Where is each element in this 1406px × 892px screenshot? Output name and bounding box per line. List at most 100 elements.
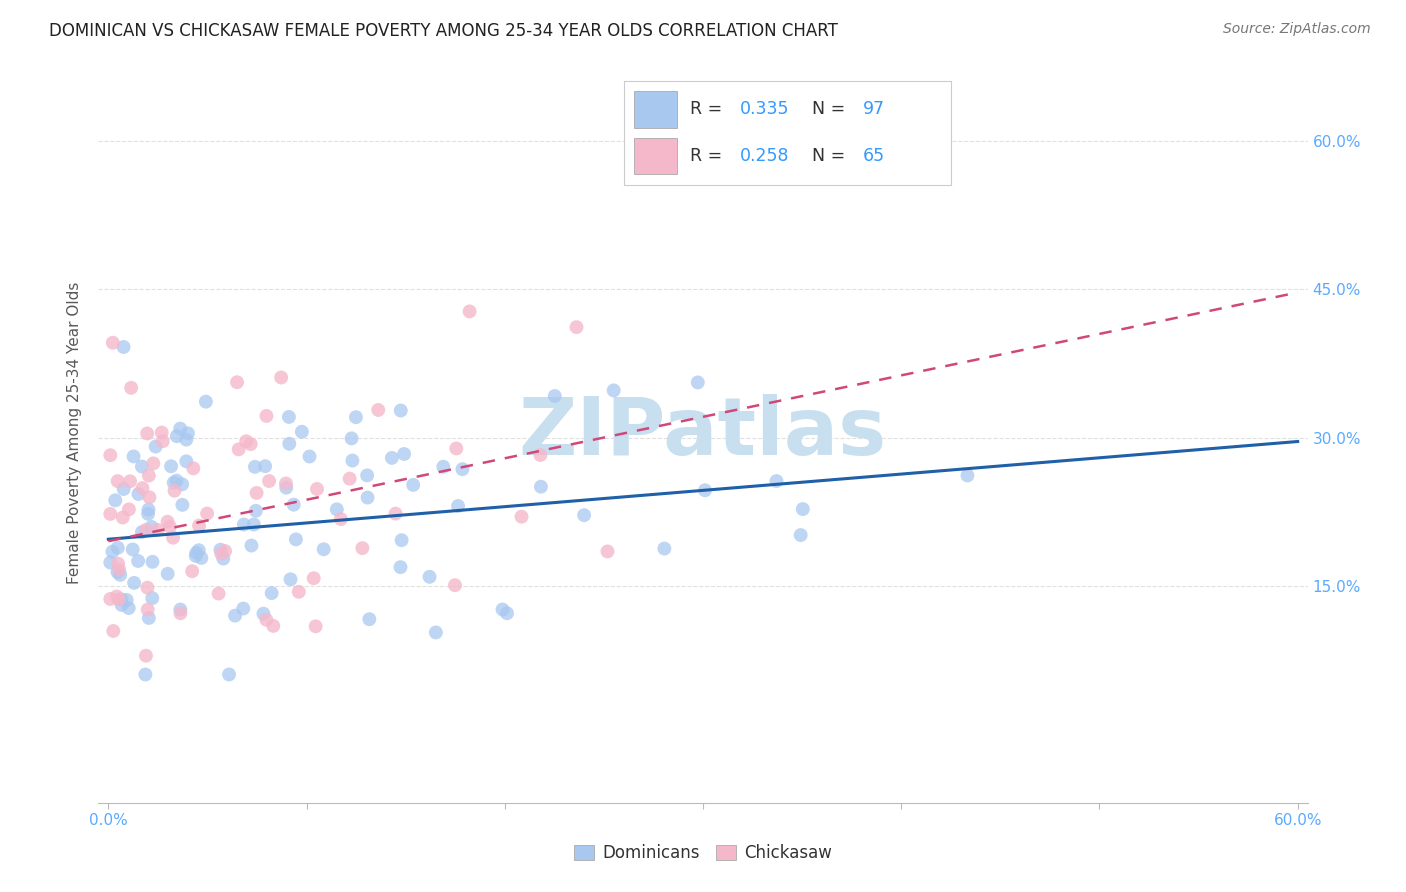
Point: [340, 431, 363, 445]
Point: [228, 442, 250, 457]
Point: [278, 436, 301, 450]
Point: [277, 409, 299, 424]
Point: [107, 541, 129, 555]
Text: ZIPatlas: ZIPatlas: [519, 393, 887, 472]
Point: [159, 519, 181, 533]
Point: [280, 572, 302, 586]
Point: [160, 459, 183, 474]
Point: [444, 578, 467, 592]
Point: [218, 667, 240, 681]
Point: [359, 612, 381, 626]
Point: [152, 434, 174, 449]
Point: [176, 433, 198, 447]
Point: [101, 335, 124, 350]
Point: [136, 507, 159, 521]
Point: [451, 462, 474, 476]
Point: [121, 542, 143, 557]
Point: [243, 459, 266, 474]
Point: [389, 560, 412, 574]
Point: [127, 487, 149, 501]
Y-axis label: Female Poverty Among 25-34 Year Olds: Female Poverty Among 25-34 Year Olds: [67, 282, 83, 583]
Point: [491, 602, 513, 616]
Point: [112, 482, 135, 496]
Point: [138, 468, 160, 483]
Point: [565, 320, 588, 334]
Point: [120, 381, 142, 395]
Point: [135, 523, 157, 537]
Point: [98, 591, 121, 606]
Point: [104, 493, 127, 508]
Point: [131, 481, 153, 495]
Point: [232, 517, 254, 532]
Point: [176, 454, 198, 468]
Point: [186, 546, 208, 560]
Point: [402, 478, 425, 492]
Point: [288, 584, 311, 599]
Point: [141, 591, 163, 606]
Point: [190, 550, 212, 565]
Point: [169, 607, 191, 621]
Point: [194, 394, 217, 409]
Point: [596, 544, 619, 558]
Point: [108, 563, 131, 577]
Point: [235, 434, 257, 449]
Point: [243, 517, 266, 532]
Point: [262, 619, 284, 633]
Point: [101, 544, 124, 558]
Point: [291, 425, 314, 439]
Point: [792, 502, 814, 516]
Point: [142, 457, 165, 471]
Point: [257, 474, 280, 488]
Point: [195, 507, 218, 521]
Point: [146, 523, 169, 537]
Point: [115, 593, 138, 607]
Point: [446, 442, 468, 456]
Point: [166, 429, 188, 443]
Point: [122, 575, 145, 590]
Point: [136, 581, 159, 595]
Point: [207, 586, 229, 600]
Point: [391, 533, 413, 548]
Point: [329, 512, 352, 526]
Point: [181, 564, 204, 578]
Point: [496, 606, 519, 620]
Point: [339, 472, 361, 486]
Point: [284, 533, 307, 547]
Point: [245, 504, 267, 518]
Point: [150, 425, 173, 440]
Point: [344, 410, 367, 425]
Point: [162, 531, 184, 545]
Point: [304, 619, 326, 633]
Point: [107, 565, 129, 579]
Point: [419, 570, 441, 584]
Point: [602, 384, 624, 398]
Point: [118, 502, 141, 516]
Point: [122, 450, 145, 464]
Point: [118, 475, 141, 489]
Point: [367, 403, 389, 417]
Point: [156, 566, 179, 581]
Point: [686, 376, 709, 390]
Point: [654, 541, 676, 556]
Point: [276, 481, 298, 495]
Point: [544, 389, 567, 403]
Point: [103, 624, 125, 638]
Point: [138, 611, 160, 625]
Point: [458, 304, 481, 318]
Point: [693, 483, 716, 498]
Point: [212, 551, 235, 566]
Point: [510, 509, 533, 524]
Point: [138, 491, 160, 505]
Point: [187, 543, 209, 558]
Point: [141, 520, 163, 534]
Point: [112, 340, 135, 354]
Text: DOMINICAN VS CHICKASAW FEMALE POVERTY AMONG 25-34 YEAR OLDS CORRELATION CHART: DOMINICAN VS CHICKASAW FEMALE POVERTY AM…: [49, 22, 838, 40]
Point: [342, 453, 364, 467]
Point: [254, 459, 277, 474]
Point: [425, 625, 447, 640]
Point: [447, 499, 470, 513]
Point: [224, 608, 246, 623]
Point: [118, 601, 141, 615]
Point: [172, 498, 194, 512]
Point: [298, 450, 321, 464]
